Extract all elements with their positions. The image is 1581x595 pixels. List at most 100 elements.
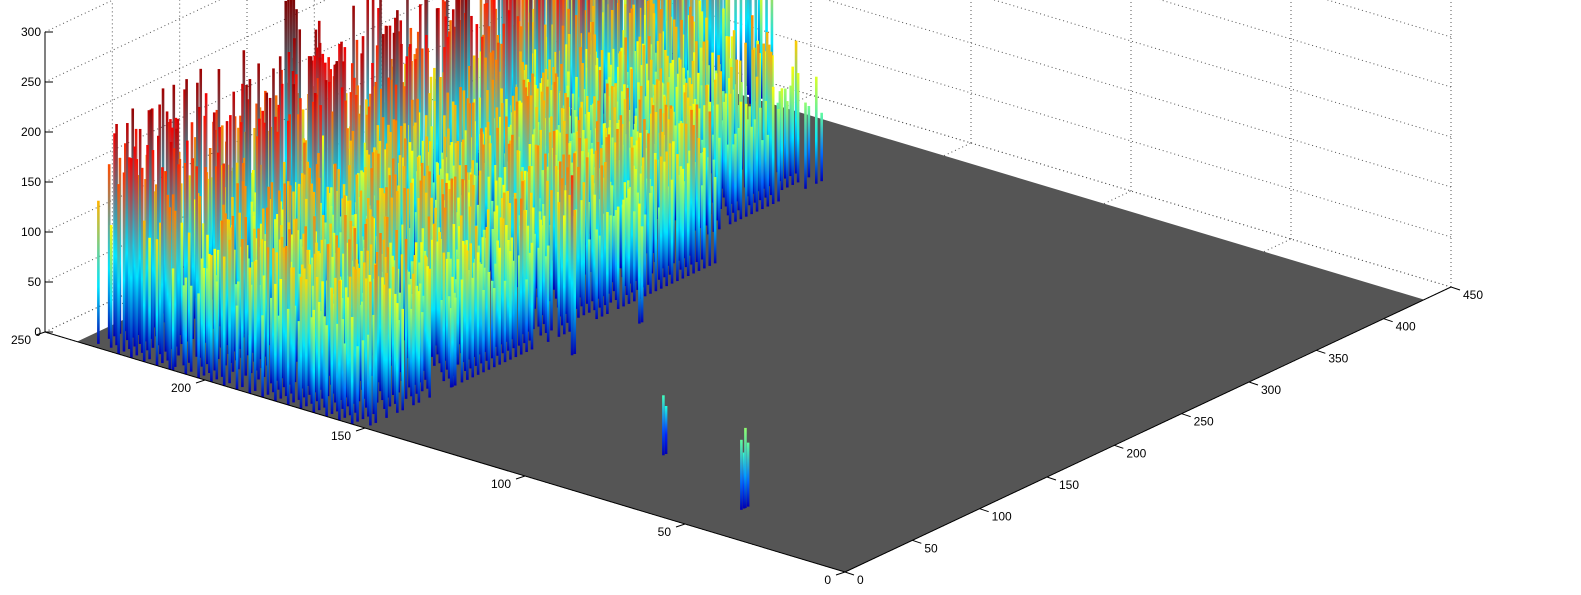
surface-column (379, 233, 382, 392)
surface-column (573, 210, 577, 354)
surface-column (118, 157, 122, 334)
surface-column (324, 80, 328, 296)
y-tick-label: 150 (331, 429, 351, 443)
surface-column (296, 230, 299, 342)
surface-column (533, 129, 536, 230)
x-tick (1383, 318, 1393, 323)
surface-column (325, 325, 328, 417)
surface-column (560, 178, 564, 326)
surface-column (485, 226, 489, 361)
surface-column (511, 134, 514, 290)
surface-column (814, 76, 818, 184)
surface-column (614, 210, 618, 301)
surface-column (612, 215, 616, 292)
surface-column (220, 220, 224, 377)
surface-column (680, 19, 683, 169)
surface-column (437, 8, 440, 214)
surface-column (366, 0, 370, 218)
surface-column (748, 106, 751, 206)
surface-column (720, 0, 723, 108)
surface-column (672, 19, 676, 162)
surface-column (472, 262, 476, 357)
surface-column (244, 217, 248, 376)
surface-column (461, 240, 465, 363)
surface-column (436, 241, 439, 355)
surface-column (531, 134, 535, 251)
surface-column (507, 240, 510, 351)
surface-column (149, 109, 153, 339)
surface-column (435, 8, 439, 234)
surface-column (605, 137, 609, 285)
surface-column (525, 279, 528, 352)
surface-column (196, 193, 200, 337)
surface-column (521, 181, 524, 335)
surface-column (237, 281, 240, 370)
surface-column (348, 276, 352, 416)
surface-column (480, 128, 483, 285)
surface-column (210, 255, 213, 382)
surface-column (350, 316, 354, 425)
x-tick-label: 200 (1126, 446, 1146, 460)
surface-column (330, 288, 334, 414)
surface-column (593, 194, 596, 311)
surface-column (393, 174, 397, 326)
surface-column (474, 175, 477, 258)
surface-column (650, 186, 654, 274)
surface-column (417, 291, 421, 403)
surface-column (412, 273, 415, 406)
surface-column (272, 68, 275, 301)
surface-column (452, 224, 456, 347)
surface-column (734, 133, 737, 222)
surface-column (418, 4, 422, 213)
surface-column (522, 0, 526, 132)
surface-column (406, 188, 410, 329)
surface-column (714, 0, 718, 111)
surface-column (744, 427, 747, 508)
x-tick-label: 150 (1059, 478, 1079, 492)
surface-column (218, 127, 221, 327)
surface-column (713, 79, 717, 212)
surface-column (575, 209, 578, 309)
surface-column (587, 239, 591, 313)
x-tick (1450, 286, 1461, 291)
surface-column (750, 126, 753, 215)
surface-column (299, 98, 302, 289)
surface-column (215, 281, 219, 380)
surface-column (420, 48, 424, 222)
surface-column (126, 123, 129, 341)
surface-column (321, 281, 324, 399)
surface-column (677, 174, 681, 261)
surface-column (672, 141, 675, 264)
surface-column (305, 279, 308, 407)
surface-column (705, 85, 708, 226)
surface-column (606, 212, 609, 314)
surface-column (742, 452, 746, 509)
surface-column (396, 303, 399, 413)
surface-column (769, 51, 773, 196)
surface-column (408, 284, 411, 388)
surface-column (260, 239, 264, 369)
surface-column (538, 0, 541, 186)
surface-column (352, 266, 355, 404)
surface-column (536, 0, 539, 177)
surface-column (602, 0, 605, 114)
surface-column (471, 277, 475, 378)
surface-column (224, 213, 227, 366)
surface-column (306, 249, 310, 386)
surface-column (159, 222, 162, 355)
surface-column (602, 213, 605, 297)
surface-column (703, 147, 706, 269)
surface-column (453, 176, 457, 327)
surface-column (329, 69, 333, 265)
surface-column (718, 0, 721, 99)
surface-column (346, 200, 350, 328)
surface-column (238, 212, 241, 349)
surface-column (278, 56, 282, 279)
surface-column (337, 169, 340, 313)
surface-column (726, 144, 730, 216)
y-tick (35, 331, 46, 336)
surface-column (524, 87, 528, 244)
x-tick (1316, 349, 1326, 354)
surface-column (216, 152, 220, 347)
surface-column (300, 173, 304, 310)
